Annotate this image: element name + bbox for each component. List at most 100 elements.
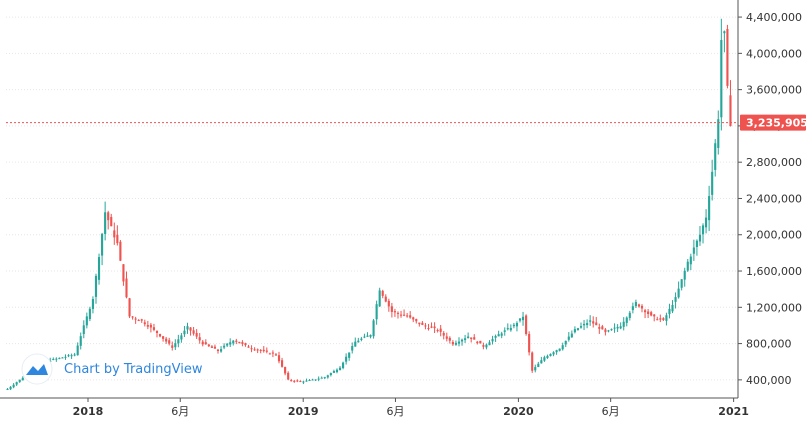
candle	[265, 347, 268, 354]
candle-body	[88, 308, 91, 320]
candle	[183, 325, 186, 337]
candle	[360, 336, 363, 342]
candle-body	[308, 380, 311, 382]
candle-body	[592, 321, 595, 324]
candle-body	[625, 317, 628, 323]
candle	[616, 324, 619, 333]
candle	[277, 351, 281, 364]
candle-body	[326, 375, 329, 378]
candle	[110, 213, 113, 227]
candle-body	[15, 382, 18, 385]
candle-body	[101, 233, 104, 256]
candle	[213, 344, 217, 349]
grid-lines	[6, 16, 738, 381]
candle	[351, 342, 354, 354]
candle	[671, 300, 674, 314]
candle	[226, 342, 229, 347]
candle	[79, 332, 82, 350]
candle-body	[711, 171, 714, 195]
candle-body	[9, 386, 12, 390]
candle-body	[357, 340, 360, 343]
tradingview-watermark[interactable]: Chart by TradingView	[21, 353, 203, 385]
candle	[250, 345, 253, 353]
candle	[262, 346, 265, 353]
candle	[677, 281, 680, 299]
candle-body	[21, 377, 24, 381]
candle-body	[128, 298, 131, 317]
candle-body	[573, 329, 576, 333]
candle	[122, 264, 125, 286]
candle	[561, 342, 564, 351]
candle	[314, 379, 317, 381]
candle	[162, 336, 165, 342]
candle	[589, 315, 592, 326]
candle-body	[6, 388, 9, 390]
candle-body	[219, 349, 223, 352]
candle-body	[506, 328, 509, 330]
candle	[195, 329, 198, 339]
candle-body	[552, 352, 555, 355]
candle	[717, 110, 720, 155]
candle	[308, 379, 311, 382]
candle	[705, 209, 708, 234]
candle-body	[229, 342, 232, 345]
candle	[430, 322, 433, 329]
candle-body	[262, 349, 265, 352]
candles	[6, 18, 732, 391]
candle	[186, 322, 189, 334]
candle	[491, 335, 494, 345]
candle	[366, 332, 369, 337]
candle-body	[375, 304, 378, 320]
candle-body	[604, 329, 607, 333]
candle-body	[381, 290, 384, 296]
price-tick-label: 4,400,000	[746, 11, 802, 24]
candle	[329, 372, 332, 377]
candle-body	[131, 316, 134, 318]
candle-body	[290, 380, 293, 382]
candle-body	[589, 320, 592, 322]
candle-body	[284, 367, 287, 374]
candle-body	[171, 345, 174, 348]
candle-body	[216, 349, 220, 352]
candle-body	[79, 336, 82, 346]
candle	[58, 357, 61, 360]
candle	[506, 323, 509, 331]
candle-body	[366, 335, 369, 337]
price-tick-label: 400,000	[746, 374, 792, 387]
candle-body	[558, 348, 561, 351]
candle	[85, 312, 88, 329]
candle	[338, 365, 342, 371]
candle	[643, 308, 647, 319]
candle	[140, 318, 143, 323]
candle	[570, 330, 573, 338]
candle-body	[177, 339, 180, 344]
candle-body	[668, 308, 671, 315]
candle	[168, 337, 171, 346]
candle	[552, 351, 555, 357]
candle	[223, 343, 226, 350]
candle	[512, 322, 515, 329]
candle-body	[12, 384, 15, 388]
candle	[509, 324, 512, 332]
candle	[207, 343, 210, 348]
candle	[119, 240, 122, 262]
candle-body	[460, 339, 464, 342]
candle	[9, 386, 12, 391]
candle	[396, 311, 400, 319]
candle	[143, 319, 146, 327]
candle-body	[406, 315, 409, 317]
candle	[711, 159, 714, 201]
candle-body	[274, 354, 278, 356]
price-axis-ticks: 400,000 800,000 1,200,000 1,600,000 2,000,00…	[738, 11, 802, 387]
candle	[409, 311, 412, 319]
candle-body	[317, 378, 320, 380]
candle	[406, 312, 409, 318]
candle	[451, 340, 454, 346]
candle-body	[168, 340, 171, 344]
candle	[708, 185, 711, 232]
candle-body	[567, 336, 570, 340]
candle-body	[665, 315, 668, 321]
candle	[683, 267, 686, 287]
candle	[576, 327, 580, 331]
